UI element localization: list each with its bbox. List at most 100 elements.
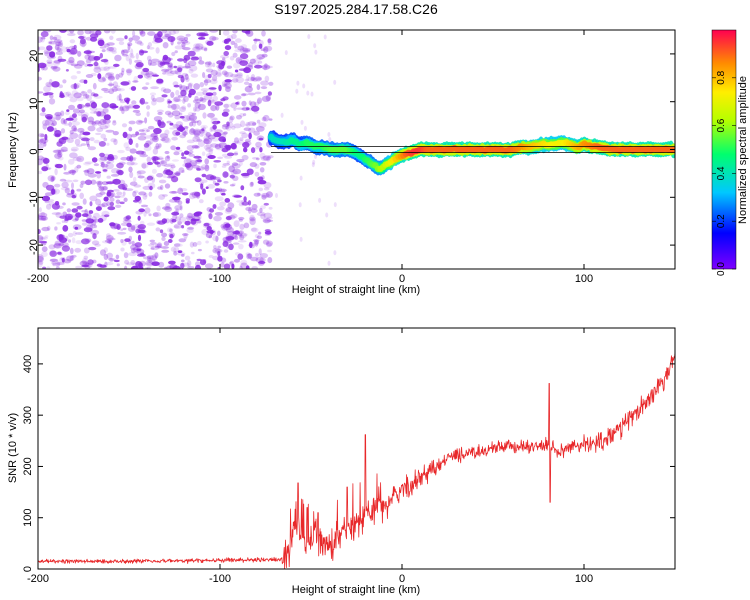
noise-speckle (68, 104, 75, 111)
noise-speckle (192, 46, 201, 52)
noise-speckle (176, 126, 186, 132)
noise-speckle (191, 144, 199, 149)
noise-speckle (204, 61, 213, 65)
noise-speckle (114, 226, 122, 230)
noise-speckle (46, 266, 51, 269)
noise-speckle (145, 70, 154, 78)
noise-speckle (46, 225, 51, 231)
noise-speckle (164, 33, 172, 39)
noise-speckle (74, 247, 82, 253)
noise-speckle (147, 59, 152, 66)
noise-speckle (212, 255, 221, 261)
noise-speckle (55, 261, 61, 267)
noise-speckle (243, 113, 247, 117)
noise-speckle (42, 92, 49, 97)
noise-speckle (141, 86, 149, 90)
noise-speckle (327, 132, 331, 137)
noise-speckle (244, 78, 249, 82)
noise-speckle (57, 251, 62, 255)
noise-speckle (222, 236, 230, 242)
noise-speckle (169, 122, 174, 126)
noise-speckle (254, 91, 262, 95)
noise-speckle (187, 226, 195, 230)
noise-speckle (74, 166, 79, 173)
noise-speckle (142, 256, 152, 260)
noise-speckle (97, 218, 104, 223)
noise-speckle (111, 86, 118, 93)
noise-speckle (50, 258, 58, 262)
noise-speckle (72, 108, 80, 114)
noise-speckle (155, 119, 161, 123)
noise-speckle (257, 180, 267, 185)
noise-speckle (86, 94, 92, 102)
noise-speckle (190, 120, 199, 124)
noise-speckle (179, 213, 184, 218)
noise-speckle (208, 87, 217, 90)
noise-speckle (194, 102, 201, 109)
x-tick-label: 0 (399, 573, 405, 585)
noise-speckle (63, 163, 67, 171)
noise-speckle (105, 162, 114, 170)
noise-speckle (255, 252, 259, 257)
noise-speckle (209, 78, 218, 85)
noise-speckle (230, 40, 236, 46)
noise-speckle (160, 87, 167, 92)
noise-speckle (173, 251, 178, 256)
noise-speckle (204, 158, 209, 165)
noise-speckle (213, 163, 217, 169)
noise-speckle (77, 50, 82, 57)
noise-speckle (250, 181, 254, 186)
noise-speckle (299, 236, 303, 242)
noise-speckle (208, 148, 213, 156)
noise-speckle (312, 159, 316, 165)
noise-speckle (221, 192, 226, 196)
noise-speckle (179, 115, 185, 119)
noise-speckle (241, 100, 247, 107)
noise-speckle (140, 204, 149, 208)
noise-speckle (180, 76, 185, 83)
noise-speckle (121, 49, 129, 55)
noise-speckle (102, 119, 111, 124)
noise-speckle (93, 56, 101, 61)
noise-speckle (253, 101, 260, 107)
noise-speckle (243, 147, 248, 153)
noise-speckle (163, 88, 172, 94)
noise-speckle (53, 149, 62, 153)
noise-speckle (75, 212, 82, 218)
noise-speckle (254, 64, 263, 69)
noise-speckle (97, 39, 105, 47)
noise-speckle (54, 168, 58, 176)
noise-speckle (164, 150, 170, 155)
noise-speckle (146, 175, 154, 181)
noise-speckle (254, 37, 257, 45)
noise-speckle (244, 123, 249, 127)
noise-speckle (231, 78, 239, 83)
noise-speckle (133, 184, 142, 188)
noise-speckle (71, 169, 75, 176)
noise-speckle (41, 119, 50, 127)
noise-speckle (221, 70, 228, 76)
noise-speckle (107, 66, 111, 70)
noise-speckle (139, 30, 146, 37)
noise-speckle (325, 212, 329, 218)
noise-speckle (187, 60, 197, 67)
noise-speckle (130, 247, 137, 254)
noise-speckle (175, 172, 181, 176)
noise-speckle (57, 234, 66, 239)
noise-speckle (187, 111, 194, 117)
noise-speckle (118, 41, 125, 46)
noise-speckle (146, 255, 154, 259)
noise-speckle (213, 245, 217, 250)
noise-speckle (263, 182, 272, 189)
noise-speckle (232, 52, 238, 58)
noise-speckle (207, 112, 215, 118)
noise-speckle (38, 139, 47, 145)
noise-speckle (124, 265, 128, 269)
noise-speckle (66, 30, 71, 33)
noise-speckle (112, 120, 117, 126)
noise-speckle (260, 86, 268, 90)
noise-speckle (255, 157, 260, 161)
y-tick-label: -20 (28, 239, 40, 255)
noise-speckle (149, 92, 157, 96)
noise-speckle (56, 46, 61, 52)
